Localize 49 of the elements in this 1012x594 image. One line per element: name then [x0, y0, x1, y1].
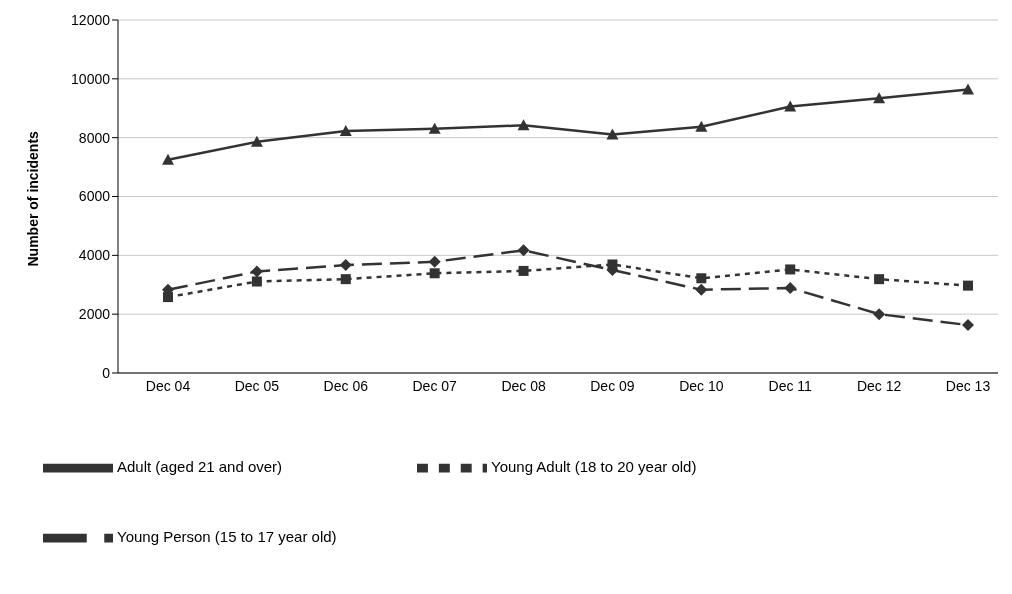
point	[339, 259, 352, 272]
point	[518, 265, 529, 276]
point	[340, 274, 351, 285]
point	[695, 120, 708, 132]
legend-label: Adult (aged 21 and over)	[117, 456, 284, 477]
point	[162, 153, 174, 165]
x-tick-label: Dec 10	[679, 377, 724, 394]
point	[250, 265, 263, 278]
point	[962, 319, 974, 332]
point	[873, 92, 886, 104]
point	[874, 274, 885, 285]
y-tick-label: 12000	[71, 11, 111, 28]
point	[250, 135, 263, 147]
x-tick-label: Dec 05	[234, 377, 280, 394]
point	[785, 264, 796, 275]
y-tick-label: 10000	[71, 70, 111, 87]
point	[963, 280, 973, 291]
x-tick-label: Dec 11	[768, 377, 813, 394]
y-tick-label: 6000	[78, 188, 111, 205]
legend-label: Young Person (15 to 17 year old)	[117, 526, 338, 547]
point	[517, 119, 530, 131]
x-tick-label: Dec 07	[412, 377, 458, 394]
point	[962, 83, 974, 95]
point	[873, 308, 886, 321]
point	[428, 255, 441, 268]
x-tick-label: Dec 09	[590, 377, 635, 394]
x-tick-label: Dec 13	[945, 377, 991, 394]
y-tick-label: 0	[102, 364, 111, 381]
x-tick-label: Dec 04	[145, 377, 191, 394]
y-tick-label: 4000	[78, 247, 111, 264]
point	[428, 122, 441, 134]
x-tick-label: Dec 06	[323, 377, 369, 394]
point	[429, 268, 440, 279]
point	[784, 100, 797, 112]
point	[784, 281, 797, 294]
point	[695, 283, 708, 296]
point	[251, 276, 262, 287]
point	[696, 273, 707, 284]
x-tick-label: Dec 12	[856, 377, 902, 394]
y-tick-label: 2000	[78, 306, 111, 323]
point	[163, 292, 173, 303]
point	[339, 124, 352, 136]
point	[606, 128, 619, 140]
legend-label: Young Adult (18 to 20 year old)	[491, 456, 698, 477]
point	[517, 244, 530, 257]
point	[607, 259, 618, 270]
y-tick-label: 8000	[78, 129, 111, 146]
x-tick-label: Dec 08	[501, 377, 546, 394]
y-axis-title: Number of incidents	[24, 130, 41, 267]
